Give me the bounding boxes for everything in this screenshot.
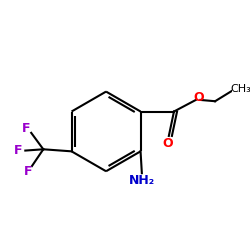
Text: CH₃: CH₃ (230, 84, 250, 94)
Text: NH₂: NH₂ (129, 174, 155, 188)
Text: O: O (162, 136, 173, 149)
Text: F: F (14, 144, 22, 157)
Text: F: F (24, 165, 33, 178)
Text: F: F (22, 122, 31, 135)
Text: O: O (194, 92, 204, 104)
